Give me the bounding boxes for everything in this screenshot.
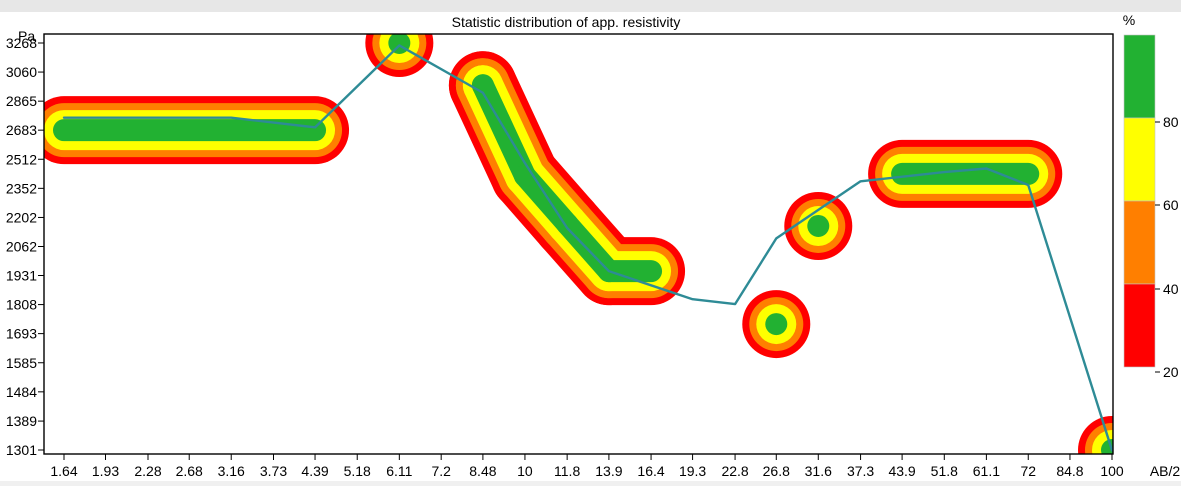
x-tick-label: 3.16 — [218, 463, 245, 479]
x-tick-label: 3.73 — [260, 463, 287, 479]
bottom-gray-strip — [0, 481, 1181, 486]
legend-tick-label: 60 — [1163, 197, 1179, 213]
x-tick-label: 5.18 — [344, 463, 371, 479]
x-tick-label: 11.8 — [554, 463, 580, 479]
resistivity-curve — [62, 44, 1113, 452]
y-axis-ticks: 3268 3060 2865 2683 2512 2352 2202 2062 1931 1808… — [6, 35, 44, 458]
x-tick-label: 72 — [1020, 463, 1036, 479]
y-tick-label: 2683 — [6, 122, 37, 138]
legend-band — [1123, 200, 1156, 285]
density-green-layer — [53, 34, 1113, 454]
x-tick-label: 1.93 — [92, 463, 119, 479]
x-tick-label: 10 — [517, 463, 533, 479]
x-tick-label: 1.64 — [50, 463, 77, 479]
x-tick-label: 19.3 — [679, 463, 706, 479]
legend-ticks: 80 60 40 20 — [1155, 114, 1179, 380]
y-tick-label: 2202 — [6, 209, 37, 225]
legend-unit-label: % — [1123, 12, 1135, 28]
y-tick-label: 3060 — [6, 64, 37, 80]
y-tick-label: 2512 — [6, 151, 37, 167]
x-tick-label: 26.8 — [763, 463, 790, 479]
density-green-bridge — [471, 74, 536, 187]
legend-band — [1123, 117, 1156, 202]
x-tick-label: 37.3 — [847, 463, 874, 479]
x-tick-label: 51.8 — [931, 463, 958, 479]
x-tick-label: 2.28 — [134, 463, 161, 479]
y-tick-label: 2062 — [6, 238, 37, 254]
legend-bands — [1123, 34, 1156, 368]
chart-title: Statistic distribution of app. resistivi… — [452, 14, 681, 30]
legend-tick-label: 40 — [1163, 281, 1179, 297]
y-unit-label: Pa — [18, 28, 35, 44]
x-axis-ticks: 1.64 1.93 2.28 2.68 3.16 3.73 4.39 5.18 6.11 7.2 8… — [50, 454, 1124, 479]
legend-band — [1123, 283, 1156, 368]
y-tick-label: 3268 — [6, 35, 37, 51]
y-tick-label: 1931 — [6, 268, 37, 284]
plot-frame — [43, 33, 1114, 455]
x-unit-label: AB/2 — [1150, 463, 1181, 479]
legend-tick-label: 20 — [1163, 364, 1179, 380]
y-tick-label: 1585 — [6, 355, 37, 371]
x-tick-label: 22.8 — [721, 463, 748, 479]
x-tick-label: 31.6 — [805, 463, 832, 479]
y-tick-label: 2352 — [6, 180, 37, 196]
x-tick-label: 2.68 — [176, 463, 203, 479]
legend-tick-label: 80 — [1163, 114, 1179, 130]
y-tick-label: 1389 — [6, 413, 37, 429]
x-tick-label: 84.8 — [1056, 463, 1083, 479]
x-tick-label: 8.48 — [469, 463, 496, 479]
x-tick-label: 43.9 — [888, 463, 915, 479]
plot-area — [44, 34, 1113, 454]
curve-layer — [62, 44, 1113, 452]
x-tick-label: 61.1 — [973, 463, 1000, 479]
x-tick-label: 4.39 — [301, 463, 328, 479]
x-tick-label: 16.4 — [637, 463, 664, 479]
x-tick-label: 13.9 — [595, 463, 622, 479]
y-tick-label: 1301 — [6, 442, 37, 458]
y-tick-label: 1484 — [6, 384, 37, 400]
y-tick-label: 1808 — [6, 297, 37, 313]
y-tick-label: 2865 — [6, 93, 37, 109]
top-gray-strip — [0, 0, 1181, 12]
legend-band — [1123, 34, 1156, 119]
y-tick-label: 1693 — [6, 326, 37, 342]
x-tick-label: 100 — [1100, 463, 1124, 479]
legend: 80 60 40 20 — [1123, 34, 1179, 380]
x-tick-label: 6.11 — [386, 463, 412, 479]
x-tick-label: 7.2 — [431, 463, 451, 479]
